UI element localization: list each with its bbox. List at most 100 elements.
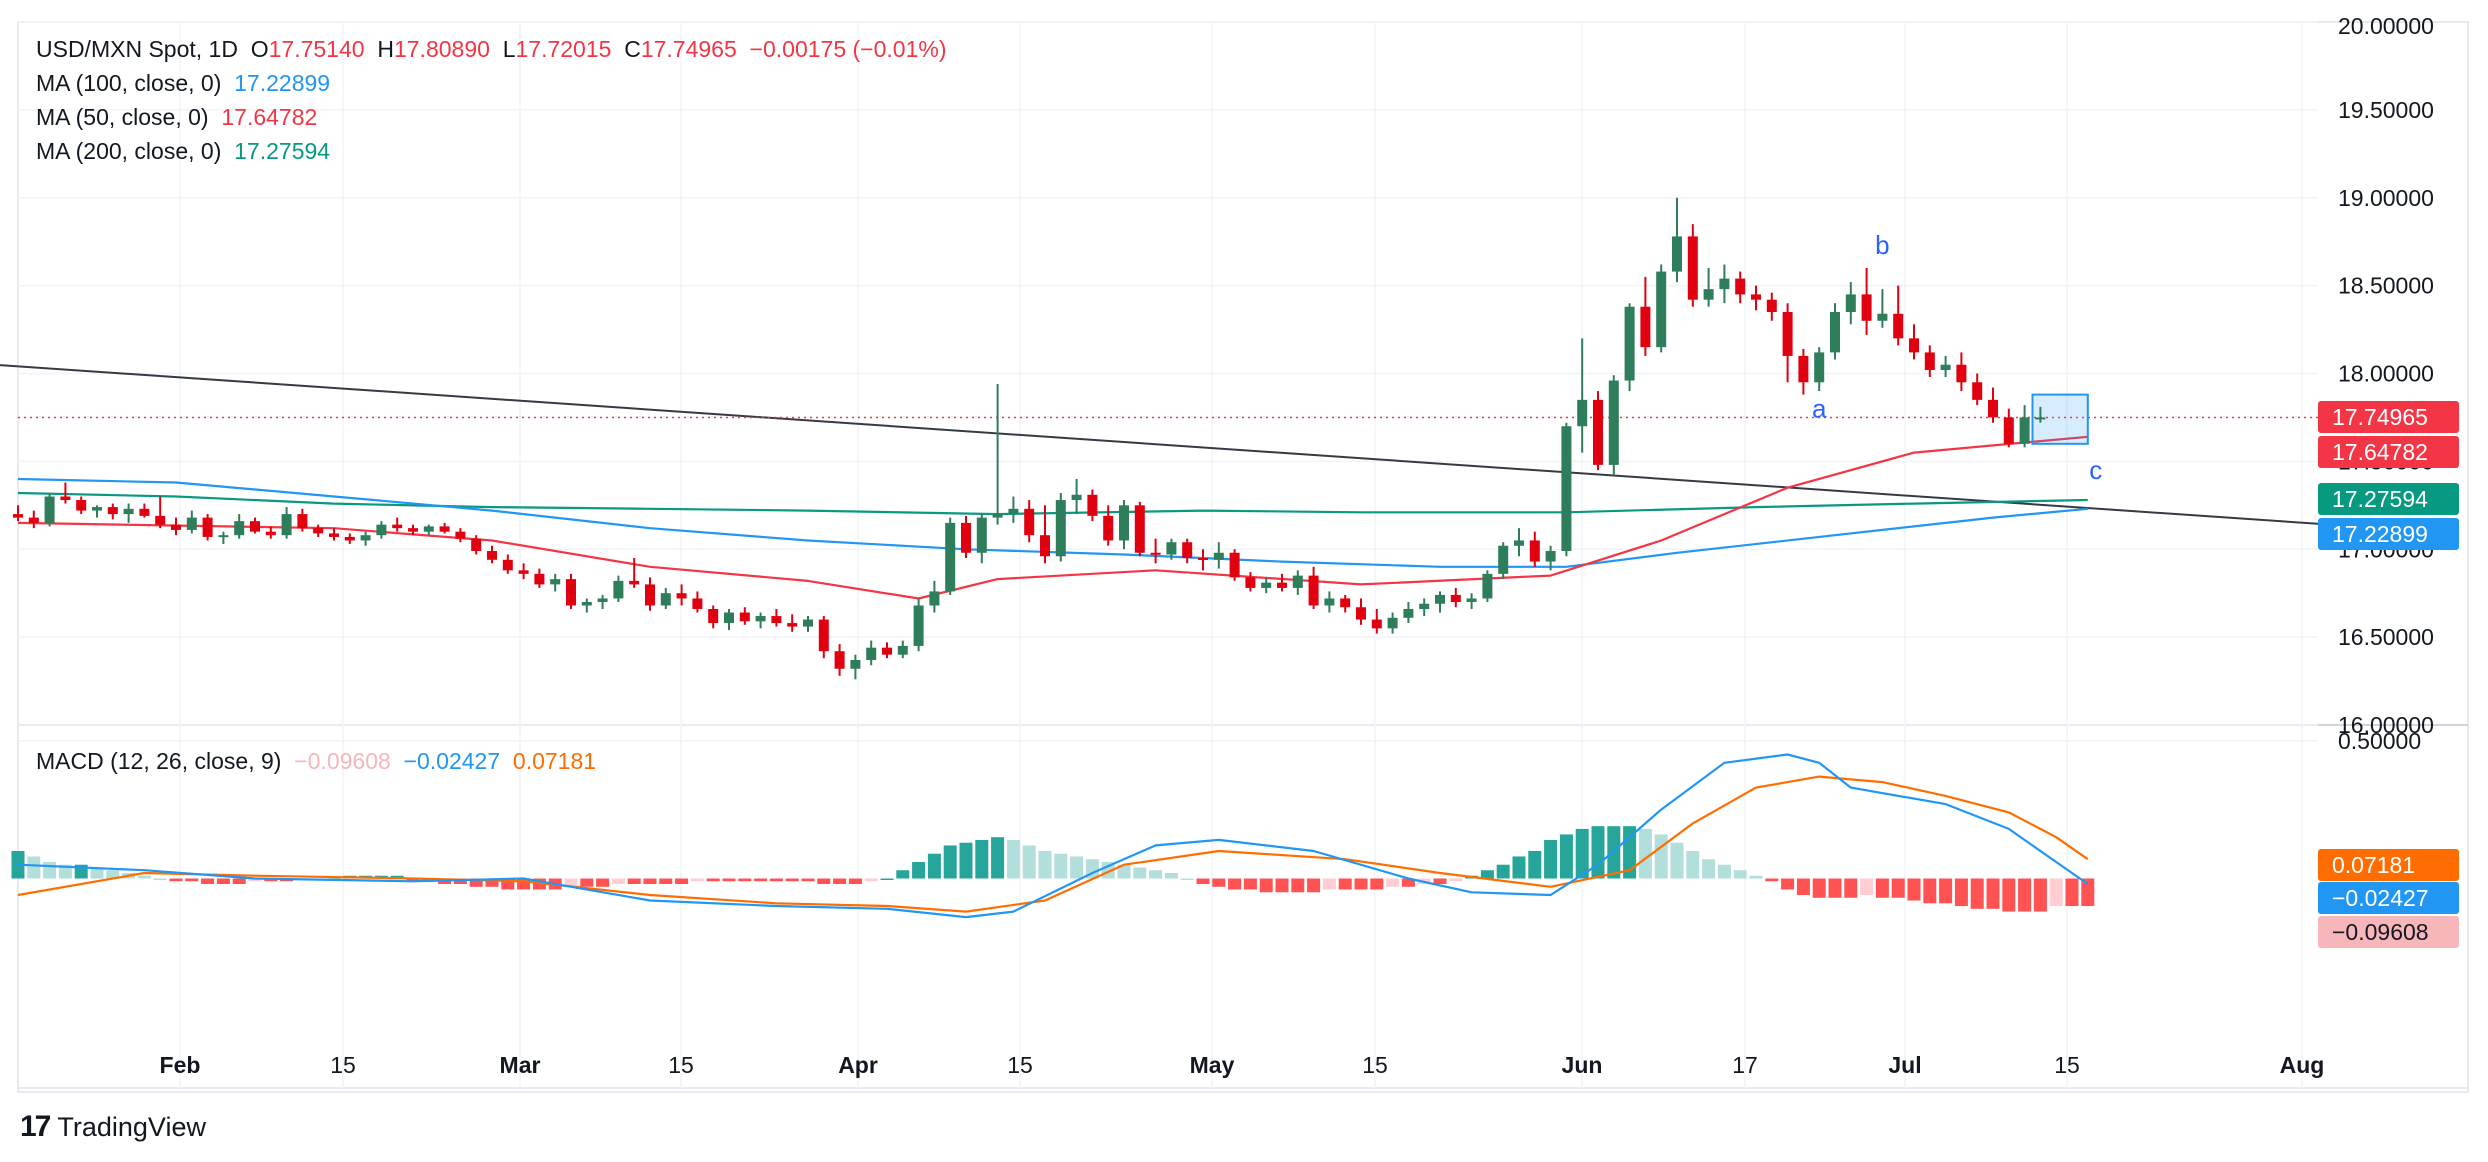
candle-body xyxy=(1735,278,1746,295)
macd-hist-bar xyxy=(2049,878,2063,907)
candle-body xyxy=(1877,313,1888,321)
ma50-legend[interactable]: MA (50, close, 0) 17.64782 xyxy=(36,104,317,131)
macd-hist-bar xyxy=(2018,878,2032,912)
macd-hist-bar xyxy=(959,842,973,879)
close-value: 17.74965 xyxy=(640,36,737,62)
tradingview-brand[interactable]: 17 TradingView xyxy=(20,1110,206,1144)
y-tick-label: 18.00000 xyxy=(2338,361,2434,387)
open-value: 17.75140 xyxy=(268,36,365,62)
high-value: 17.80890 xyxy=(393,36,490,62)
macd-hist-bar xyxy=(406,878,420,882)
macd-legend[interactable]: MACD (12, 26, close, 9) −0.09608 −0.0242… xyxy=(36,748,596,775)
candle-body xyxy=(171,524,181,530)
macd-line-value: −0.02427 xyxy=(403,748,501,774)
candle-body xyxy=(202,517,213,537)
open-label: O xyxy=(250,36,269,62)
candle-body xyxy=(787,623,798,627)
candle-body xyxy=(1040,535,1050,557)
macd-hist-bar xyxy=(1844,878,1858,898)
candle-body xyxy=(1545,551,1556,562)
candle-body xyxy=(1608,380,1619,465)
macd-hist-bar xyxy=(943,845,957,879)
y-tick-label: 18.50000 xyxy=(2338,273,2434,299)
candle-body xyxy=(613,580,624,599)
macd-signal-value: 0.07181 xyxy=(512,748,597,774)
price-label-ma-0-bg xyxy=(2318,436,2459,468)
candle-body xyxy=(28,517,39,523)
wave-label-a: a xyxy=(1812,393,1827,423)
macd-value-label-0-text: 0.07181 xyxy=(2332,852,2415,878)
price-label-ma-2[interactable]: 17.22899 xyxy=(2318,518,2459,550)
macd-hist-bar xyxy=(1117,864,1131,879)
macd-value-label-1[interactable]: −0.02427 xyxy=(2318,882,2459,914)
candle-body xyxy=(1087,494,1098,516)
candle-body xyxy=(771,616,782,624)
price-label-ma-1[interactable]: 17.27594 xyxy=(2318,483,2459,515)
macd-hist-bar xyxy=(2065,878,2079,907)
macd-hist-bar xyxy=(706,878,720,882)
candle-body xyxy=(123,508,134,515)
candle-body xyxy=(1182,542,1193,559)
macd-hist-bar xyxy=(1307,878,1321,893)
candle-body xyxy=(834,651,845,669)
macd-value-label-0[interactable]: 0.07181 xyxy=(2318,849,2459,881)
candle-body xyxy=(803,619,813,627)
candle-body xyxy=(1814,352,1825,383)
macd-hist-bar xyxy=(1765,878,1779,882)
candle-body xyxy=(455,531,466,539)
x-tick-label: 15 xyxy=(668,1052,694,1078)
ma100-value: 17.22899 xyxy=(234,70,331,96)
candle-body xyxy=(1719,278,1730,290)
candle-body xyxy=(866,647,877,660)
price-label-ma-1-bg xyxy=(2318,483,2459,515)
tradingview-logo-icon: 17 xyxy=(20,1110,51,1143)
ma50-line xyxy=(17,435,2088,600)
ma200-legend[interactable]: MA (200, close, 0) 17.27594 xyxy=(36,138,330,165)
macd-hist-bar xyxy=(201,878,215,885)
y-tick-label: 19.00000 xyxy=(2338,185,2434,211)
macd-hist-bar xyxy=(1528,850,1542,879)
axes: 16.0000016.5000017.0000017.5000018.00000… xyxy=(160,13,2434,1078)
candle-body xyxy=(1798,355,1809,383)
ma100-label: MA (100, close, 0) xyxy=(36,70,222,96)
macd-hist-bar xyxy=(469,878,483,887)
price-label-ma-0[interactable]: 17.64782 xyxy=(2318,436,2459,468)
y-tick-label: 19.50000 xyxy=(2338,97,2434,123)
candle-body xyxy=(597,598,608,602)
macd-hist-bar xyxy=(975,839,989,879)
macd-hist-bar xyxy=(1180,878,1194,880)
candle-body xyxy=(1403,609,1414,618)
macd-hist-bar xyxy=(738,878,752,882)
candle-body xyxy=(1277,582,1287,588)
macd-hist-bar xyxy=(1875,878,1889,898)
price-label-current[interactable]: 17.74965 xyxy=(2318,401,2459,433)
macd-hist-bar xyxy=(912,861,926,879)
macd-hist-bar xyxy=(1022,845,1036,879)
candle-body xyxy=(44,496,55,523)
candle-body xyxy=(1861,294,1872,321)
candle-body xyxy=(344,536,355,541)
price-label-current-bg xyxy=(2318,401,2459,433)
symbol-title: USD/MXN Spot, 1D xyxy=(36,36,238,62)
candle-body xyxy=(1419,603,1430,610)
candle-body xyxy=(13,514,23,518)
macd-hist-bar xyxy=(106,870,120,879)
candle-body xyxy=(1656,271,1667,348)
ma100-legend[interactable]: MA (100, close, 0) 17.22899 xyxy=(36,70,330,97)
candle-body xyxy=(155,515,166,525)
macd-hist-bar xyxy=(1559,834,1573,879)
candle-body xyxy=(2035,417,2046,420)
macd-hist-bar xyxy=(1070,856,1084,879)
macd-line xyxy=(17,753,2089,919)
candle-body xyxy=(913,605,924,646)
macd-hist-bar xyxy=(1544,839,1558,879)
chart-frame xyxy=(17,21,2469,1093)
high-label: H xyxy=(377,36,394,62)
candle-body xyxy=(1909,338,1919,353)
macd-value-label-2[interactable]: −0.09608 xyxy=(2318,916,2459,948)
candle-body xyxy=(1435,594,1445,604)
macd-hist-bar xyxy=(137,875,151,879)
low-value: 17.72015 xyxy=(515,36,612,62)
candle-body xyxy=(1751,294,1761,300)
